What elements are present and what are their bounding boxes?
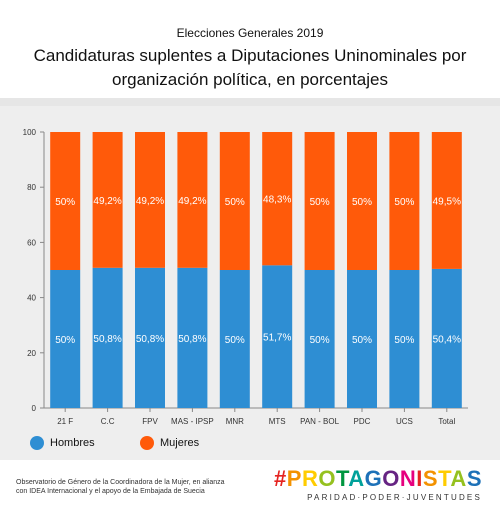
brand-tagline: PARIDAD·PODER·JUVENTUDES bbox=[307, 493, 482, 502]
bar-hombres bbox=[262, 265, 293, 408]
bar-hombres bbox=[347, 270, 377, 408]
bar-hombres bbox=[177, 267, 208, 408]
bar-hombres bbox=[304, 270, 335, 408]
footnote-line-1: Observatorio de Género de la Coordinador… bbox=[16, 479, 225, 486]
data-label-mujeres: 50% bbox=[225, 197, 245, 208]
brand-logo-letter: O bbox=[382, 466, 400, 491]
brand-logo-letter: T bbox=[335, 466, 349, 491]
x-tick-label: FPV bbox=[142, 417, 158, 426]
legend-label-mujeres: Mujeres bbox=[160, 437, 200, 449]
bar-hombres bbox=[219, 270, 250, 408]
x-tick-label: MTS bbox=[269, 417, 286, 426]
y-tick-label: 100 bbox=[23, 128, 37, 137]
bar-mujeres bbox=[177, 132, 208, 268]
data-label-hombres: 50,8% bbox=[178, 334, 206, 345]
data-label-hombres: 50% bbox=[310, 335, 330, 346]
data-label-mujeres: 50% bbox=[394, 197, 414, 208]
x-tick-label: UCS bbox=[396, 417, 413, 426]
data-label-hombres: 50% bbox=[225, 335, 245, 346]
x-tick-label: PDC bbox=[354, 417, 371, 426]
footnote-line-2: con IDEA Internacional y el apoyo de la … bbox=[16, 488, 205, 495]
data-label-hombres: 50,4% bbox=[433, 334, 461, 345]
brand-logo-letter: N bbox=[399, 466, 417, 491]
brand-logo-letter: P bbox=[286, 466, 302, 491]
brand-logo-letter: R bbox=[301, 466, 319, 491]
legend: Hombres Mujeres bbox=[0, 436, 300, 456]
brand-logo-letter: S bbox=[422, 466, 439, 491]
brand-logo-letter: S bbox=[466, 466, 482, 491]
bar-hombres bbox=[389, 270, 420, 408]
x-tick-label: C.C bbox=[101, 417, 115, 426]
x-tick-label: MAS - IPSP bbox=[171, 417, 214, 426]
bar-mujeres bbox=[262, 132, 293, 266]
y-tick-label: 40 bbox=[27, 294, 36, 303]
x-tick-label: PAN - BOL bbox=[300, 417, 340, 426]
bar-mujeres bbox=[135, 132, 165, 268]
data-label-mujeres: 50% bbox=[55, 197, 75, 208]
x-tick-label: MNR bbox=[226, 417, 244, 426]
y-tick-label: 60 bbox=[27, 238, 36, 247]
legend-swatch-hombres bbox=[30, 436, 44, 450]
chart-kicker: Elecciones Generales 2019 bbox=[176, 26, 324, 40]
y-tick-label: 80 bbox=[27, 183, 36, 192]
data-label-mujeres: 50% bbox=[310, 197, 330, 208]
brand-logo-letter: A bbox=[450, 466, 467, 491]
bar-mujeres bbox=[389, 132, 420, 270]
brand-logo-letter: I bbox=[416, 466, 423, 491]
data-label-hombres: 50% bbox=[394, 335, 414, 346]
data-label-hombres: 50,8% bbox=[93, 334, 121, 345]
y-tick-label: 0 bbox=[32, 404, 37, 413]
data-label-mujeres: 50% bbox=[352, 197, 372, 208]
bar-hombres bbox=[50, 270, 81, 408]
bar-hombres bbox=[431, 268, 462, 408]
bar-hombres bbox=[92, 267, 123, 408]
bar-mujeres bbox=[219, 132, 250, 270]
y-tick-label: 20 bbox=[27, 349, 36, 358]
bar-mujeres bbox=[304, 132, 335, 270]
brand-logo: #PROTAGONISTAS bbox=[274, 466, 482, 492]
bar-mujeres bbox=[347, 132, 377, 270]
brand-logo-letter: A bbox=[348, 466, 365, 491]
x-tick-label: 21 F bbox=[57, 417, 73, 426]
footnote: Observatorio de Género de la Coordinador… bbox=[16, 478, 225, 496]
x-tick-label: Total bbox=[438, 417, 455, 426]
data-label-hombres: 50,8% bbox=[136, 334, 164, 345]
brand: #PROTAGONISTAS PARIDAD·PODER·JUVENTUDES bbox=[274, 466, 482, 502]
bar-mujeres bbox=[50, 132, 81, 270]
data-label-mujeres: 49,2% bbox=[136, 196, 164, 207]
chart-title-line-1: Candidaturas suplentes a Diputaciones Un… bbox=[33, 46, 467, 65]
bar-mujeres bbox=[431, 132, 462, 269]
brand-logo-letter: O bbox=[318, 466, 336, 491]
data-label-hombres: 50% bbox=[55, 335, 75, 346]
legend-swatch-mujeres bbox=[140, 436, 154, 450]
legend-item-mujeres: Mujeres bbox=[140, 436, 199, 450]
data-label-mujeres: 48,3% bbox=[263, 195, 291, 206]
brand-logo-letter: T bbox=[438, 466, 451, 491]
legend-item-hombres: Hombres bbox=[30, 436, 95, 450]
data-label-mujeres: 49,5% bbox=[433, 196, 461, 207]
header-divider bbox=[0, 98, 500, 106]
chart-title-line-2: organización política, en porcentajes bbox=[112, 70, 388, 89]
bar-mujeres bbox=[92, 132, 123, 268]
bar-hombres bbox=[135, 267, 165, 408]
data-label-mujeres: 49,2% bbox=[178, 196, 206, 207]
brand-logo-letter: # bbox=[274, 466, 287, 491]
brand-logo-letter: G bbox=[364, 466, 383, 491]
data-label-hombres: 50% bbox=[352, 335, 372, 346]
data-label-mujeres: 49,2% bbox=[93, 196, 121, 207]
legend-label-hombres: Hombres bbox=[50, 437, 95, 449]
stacked-bar-chart: 0 20 40 60 80 100 50% 50% 21 F 50,8% 49,2% C.C 50,8%… bbox=[23, 128, 468, 426]
data-label-hombres: 51,7% bbox=[263, 333, 291, 344]
